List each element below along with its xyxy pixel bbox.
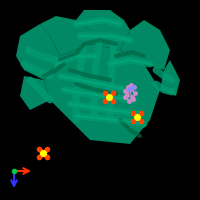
Polygon shape	[120, 20, 170, 70]
Polygon shape	[16, 24, 60, 80]
Polygon shape	[20, 76, 50, 110]
Polygon shape	[44, 44, 160, 144]
Polygon shape	[40, 16, 90, 56]
Polygon shape	[160, 60, 180, 96]
Polygon shape	[76, 10, 130, 50]
